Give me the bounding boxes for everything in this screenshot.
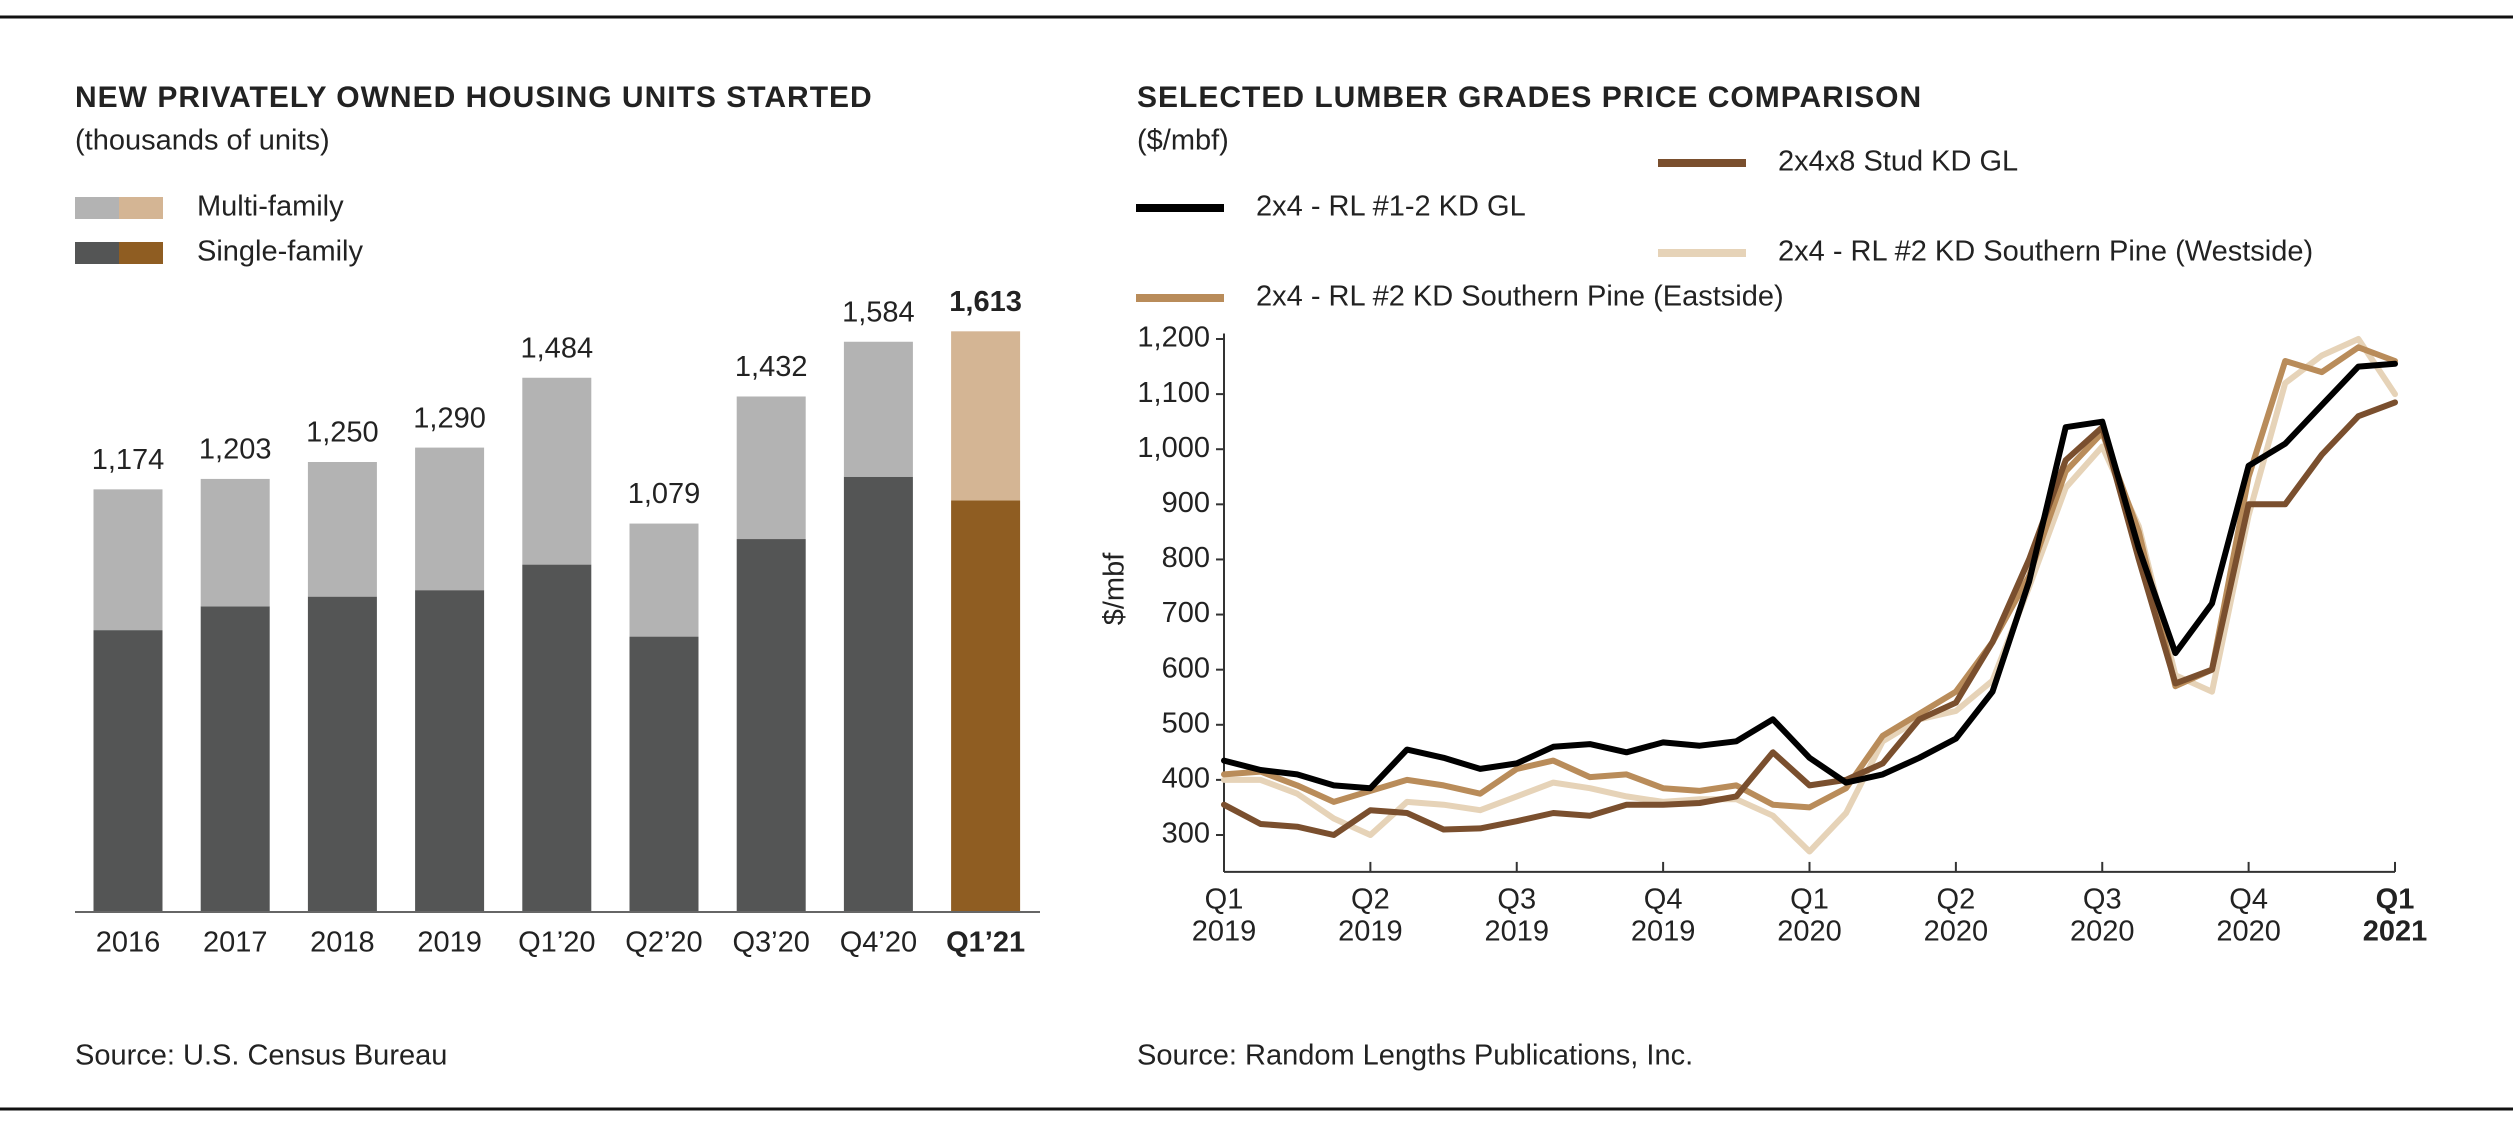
x-tick-label: Q3 (1497, 884, 1536, 916)
legend-label: Multi-family (197, 191, 344, 223)
chart-subtitle: (thousands of units) (75, 125, 330, 157)
y-tick-label: 500 (1162, 707, 1210, 739)
y-tick-label: 300 (1162, 818, 1210, 850)
x-tick-label: Q3 (2083, 884, 2122, 916)
y-tick-label: 1,100 (1137, 377, 1210, 409)
total-label: 1,432 (735, 351, 808, 383)
total-label: 1,250 (306, 417, 379, 449)
line-series (1221, 360, 2398, 792)
bar-segment (843, 341, 913, 477)
bar-segment (415, 447, 485, 591)
y-tick-label: 400 (1162, 763, 1210, 795)
total-label: 1,484 (521, 332, 594, 364)
bar-segment (415, 590, 485, 912)
legend-label: 2x4x8 Stud KD GL (1778, 146, 2018, 178)
x-tick-label: 2017 (203, 927, 268, 959)
bar-segment (93, 630, 163, 912)
x-tick-sublabel: 2019 (1338, 916, 1403, 948)
total-label: 1,290 (413, 402, 486, 434)
x-tick-label: Q1 (1790, 884, 1829, 916)
legend-label: 2x4 - RL #2 KD Southern Pine (Westside) (1778, 236, 2313, 268)
x-tick-label: Q1’21 (946, 927, 1025, 959)
source: Source: Random Lengths Publications, Inc… (1137, 1040, 1693, 1072)
x-tick-sublabel: 2020 (2216, 916, 2281, 948)
legend-label: 2x4 - RL #1-2 KD GL (1256, 191, 1526, 223)
legend-swatch (75, 197, 119, 219)
x-tick-label: Q2 (1351, 884, 1390, 916)
x-tick-label: Q4 (2229, 884, 2268, 916)
x-tick-label: Q2 (1937, 884, 1976, 916)
x-tick-label: Q3’20 (733, 927, 810, 959)
total-label: 1,203 (199, 434, 272, 466)
total-label: 1,584 (842, 296, 915, 328)
chart-title: SELECTED LUMBER GRADES PRICE COMPARISON (1137, 81, 1922, 114)
bar-segment (522, 377, 592, 565)
x-tick-label: Q4 (1644, 884, 1683, 916)
x-tick-label: Q1 (1205, 884, 1244, 916)
x-tick-sublabel: 2020 (1777, 916, 1842, 948)
bar-segment (629, 523, 699, 637)
y-tick-label: 800 (1162, 542, 1210, 574)
x-tick-sublabel: 2019 (1484, 916, 1549, 948)
bar-segment (843, 476, 913, 912)
x-tick-label: 2018 (310, 927, 375, 959)
bar-segment (522, 564, 592, 912)
bar-segment (951, 500, 1021, 912)
bar-segment (200, 478, 270, 607)
x-tick-label: 2016 (96, 927, 161, 959)
chart-subtitle: ($/mbf) (1137, 125, 1229, 157)
bar-segment (200, 606, 270, 912)
legend-swatch (119, 197, 163, 219)
y-tick-label: 700 (1162, 597, 1210, 629)
legend-label: 2x4 - RL #2 KD Southern Pine (Eastside) (1256, 281, 1784, 313)
y-axis-title: $/mbf (1099, 552, 1131, 625)
line-series (1221, 399, 2398, 838)
legend-label: Single-family (197, 236, 363, 268)
bar-segment (93, 489, 163, 631)
y-tick-label: 1,000 (1137, 432, 1210, 464)
bar-segment (307, 462, 377, 597)
chart-title: NEW PRIVATELY OWNED HOUSING UNITS STARTE… (75, 81, 873, 114)
legend-swatch (119, 242, 163, 264)
bar-segment (736, 396, 806, 540)
total-label: 1,174 (92, 444, 165, 476)
bar-segment (736, 539, 806, 912)
line-series (1221, 336, 2398, 855)
y-tick-label: 1,200 (1137, 322, 1210, 354)
x-tick-label: Q4’20 (840, 927, 917, 959)
legend-swatch (75, 242, 119, 264)
x-tick-sublabel: 2019 (1631, 916, 1696, 948)
x-tick-sublabel: 2020 (1924, 916, 1989, 948)
total-label: 1,079 (628, 478, 701, 510)
y-tick-label: 900 (1162, 487, 1210, 519)
y-tick-label: 600 (1162, 652, 1210, 684)
bar-segment (951, 331, 1021, 501)
source: Source: U.S. Census Bureau (75, 1040, 447, 1072)
x-tick-sublabel: 2019 (1192, 916, 1257, 948)
x-tick-label: Q1 (2376, 884, 2415, 916)
x-tick-sublabel: 2020 (2070, 916, 2135, 948)
x-tick-sublabel: 2021 (2363, 916, 2428, 948)
x-tick-label: 2019 (417, 927, 482, 959)
bar-segment (307, 596, 377, 912)
x-tick-label: Q2’20 (625, 927, 702, 959)
x-tick-label: Q1’20 (518, 927, 595, 959)
bar-segment (629, 636, 699, 912)
total-label: 1,613 (949, 286, 1022, 318)
